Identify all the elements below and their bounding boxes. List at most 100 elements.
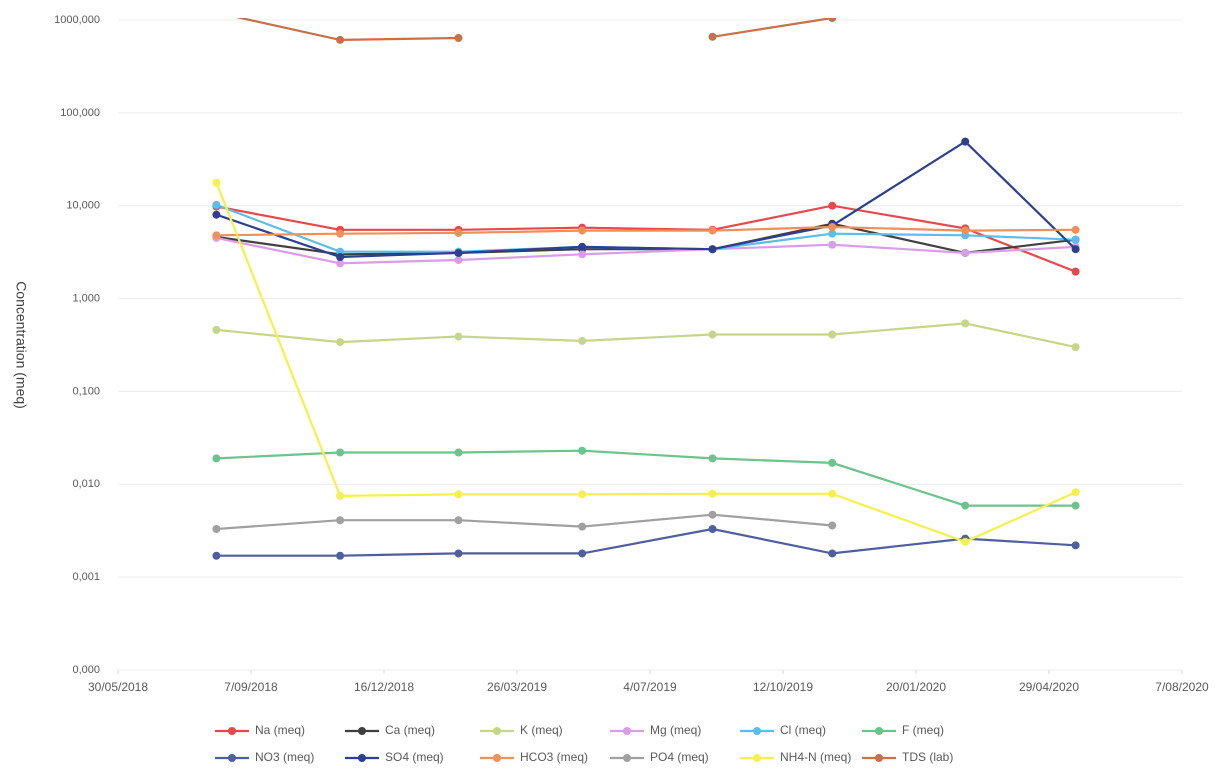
x-tick-label: 16/12/2018 bbox=[354, 680, 414, 694]
data-point bbox=[578, 250, 587, 259]
y-tick-label: 0,000 bbox=[72, 664, 100, 676]
data-point bbox=[961, 319, 970, 328]
legend-marker bbox=[875, 754, 883, 762]
legend-label: TDS (lab) bbox=[902, 750, 953, 764]
legend-marker bbox=[875, 727, 883, 735]
data-point bbox=[708, 226, 717, 235]
series-line bbox=[216, 204, 1077, 273]
data-point bbox=[212, 454, 221, 463]
legend-label: NO3 (meq) bbox=[255, 750, 314, 764]
data-point bbox=[828, 549, 837, 558]
x-tick-label: 20/01/2020 bbox=[886, 680, 946, 694]
legend-label: Na (meq) bbox=[255, 723, 305, 737]
data-point bbox=[828, 458, 837, 467]
series-line bbox=[216, 222, 1076, 256]
x-tick-label: 29/04/2020 bbox=[1019, 680, 1079, 694]
data-point bbox=[212, 524, 221, 533]
x-tick-label: 26/03/2019 bbox=[487, 680, 547, 694]
series-line bbox=[215, 182, 1077, 543]
legend-label: Cl (meq) bbox=[780, 723, 826, 737]
data-point bbox=[578, 490, 587, 499]
legend-label: Ca (meq) bbox=[385, 723, 435, 737]
data-point bbox=[212, 210, 221, 219]
data-point bbox=[336, 448, 345, 457]
legend-marker bbox=[753, 754, 761, 762]
x-tick-label: 4/07/2019 bbox=[623, 680, 677, 694]
data-point bbox=[336, 229, 345, 238]
legend-marker bbox=[228, 754, 236, 762]
data-point bbox=[454, 516, 463, 525]
data-point bbox=[336, 259, 345, 268]
data-point bbox=[828, 201, 837, 210]
y-axis-label: Concentration (meq) bbox=[13, 281, 29, 409]
data-point bbox=[578, 446, 587, 455]
x-tick-label: 7/09/2018 bbox=[224, 680, 278, 694]
data-point bbox=[961, 137, 970, 146]
series-line bbox=[216, 449, 1076, 507]
data-point bbox=[578, 242, 587, 251]
data-point bbox=[578, 226, 587, 235]
data-point bbox=[1071, 488, 1080, 497]
x-tick-label: 30/05/2018 bbox=[88, 680, 148, 694]
data-point bbox=[828, 521, 837, 530]
legend-label: NH4-N (meq) bbox=[780, 750, 851, 764]
data-point bbox=[212, 178, 221, 187]
series-line bbox=[216, 322, 1076, 349]
legend-label: K (meq) bbox=[520, 723, 563, 737]
data-point bbox=[212, 9, 220, 17]
series-line bbox=[216, 140, 1077, 259]
data-point bbox=[708, 32, 717, 41]
data-point bbox=[578, 522, 587, 531]
y-tick-label: 0,010 bbox=[72, 478, 100, 490]
data-point bbox=[454, 228, 463, 237]
legend-marker bbox=[358, 754, 366, 762]
data-point bbox=[708, 245, 717, 254]
y-tick-label: 10,000 bbox=[66, 200, 100, 212]
data-point bbox=[212, 325, 221, 334]
data-point bbox=[708, 524, 717, 533]
legend-label: F (meq) bbox=[902, 723, 944, 737]
data-point bbox=[212, 200, 221, 209]
data-point bbox=[212, 231, 221, 240]
data-point bbox=[454, 33, 463, 42]
series-line bbox=[216, 225, 1076, 237]
legend-label: Mg (meq) bbox=[650, 723, 701, 737]
data-point bbox=[578, 549, 587, 558]
data-point bbox=[454, 448, 463, 457]
data-point bbox=[336, 35, 345, 44]
y-tick-label: 1000,000 bbox=[54, 14, 100, 26]
data-point bbox=[708, 330, 717, 339]
series-line bbox=[216, 513, 833, 531]
y-tick-label: 0,100 bbox=[72, 385, 100, 397]
series-line bbox=[235, 18, 833, 42]
x-tick-label: 12/10/2019 bbox=[753, 680, 813, 694]
data-point bbox=[828, 240, 837, 249]
data-point bbox=[1071, 225, 1080, 234]
data-point bbox=[961, 226, 970, 235]
legend-marker bbox=[358, 727, 366, 735]
data-point bbox=[212, 551, 221, 560]
data-point bbox=[336, 338, 345, 347]
legend-marker bbox=[623, 754, 631, 762]
data-point bbox=[961, 537, 970, 546]
data-point bbox=[1071, 235, 1080, 244]
legend-marker bbox=[493, 754, 501, 762]
y-tick-label: 0,001 bbox=[72, 571, 100, 583]
data-point bbox=[454, 248, 463, 257]
data-point bbox=[336, 551, 345, 560]
data-point bbox=[1071, 501, 1080, 510]
legend-marker bbox=[228, 727, 236, 735]
legend-marker bbox=[623, 727, 631, 735]
legend-label: SO4 (meq) bbox=[385, 750, 444, 764]
data-point bbox=[454, 332, 463, 341]
data-point bbox=[1071, 343, 1080, 352]
data-point bbox=[1071, 267, 1080, 276]
data-point bbox=[336, 516, 345, 525]
data-point bbox=[1071, 245, 1080, 254]
data-point bbox=[708, 489, 717, 498]
data-point bbox=[454, 256, 463, 265]
x-tick-label: 7/08/2020 bbox=[1155, 680, 1209, 694]
legend-marker bbox=[493, 727, 501, 735]
data-point bbox=[336, 253, 345, 262]
